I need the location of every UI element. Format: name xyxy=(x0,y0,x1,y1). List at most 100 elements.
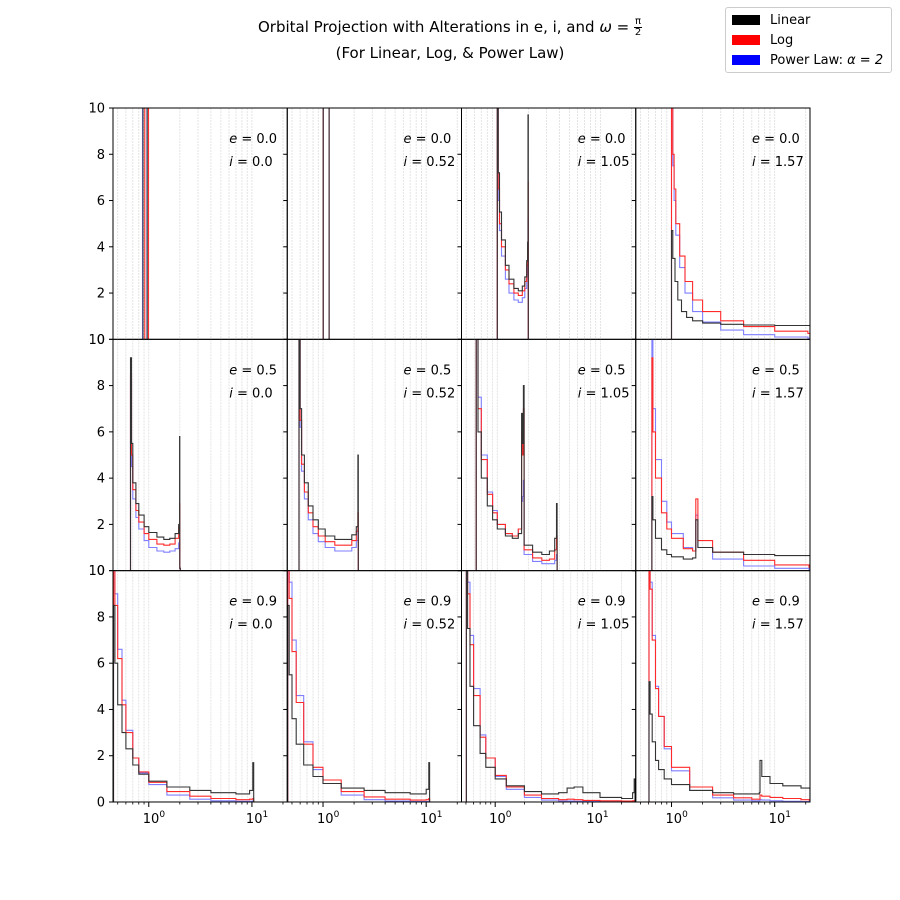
panel-2-0-label-i-symbol: i xyxy=(229,618,233,633)
panel-2-1-xtick-exponent: 1 xyxy=(437,810,443,820)
panel-1-3-series-power xyxy=(651,339,810,571)
panel-1-3-series-linear xyxy=(651,496,810,571)
panel-1-0-label-e: e = 0.5 xyxy=(229,363,277,378)
panel-0-0-ytick-label: 10 xyxy=(88,102,105,117)
panel-2-2-xtick-exponent: 0 xyxy=(506,810,512,820)
panel-2-3-label-e-symbol: e xyxy=(752,595,760,610)
panel-2-2-label-e-value: = 0.9 xyxy=(586,595,626,610)
legend-label-log: Log xyxy=(770,32,794,48)
panel-0-0-label-e: e = 0.0 xyxy=(229,132,277,147)
panel-2-3-xtick-label: 101 xyxy=(769,810,791,827)
panel-0-3-label-e-symbol: e xyxy=(752,132,760,147)
panel-0-2-label-i-value: = 1.05 xyxy=(581,155,629,170)
panel-0-2-label-i-symbol: i xyxy=(578,155,582,170)
panel-1-0-series-log xyxy=(129,373,181,571)
panel-2-3-label-e: e = 0.9 xyxy=(752,595,800,610)
panel-0-0-label-i-symbol: i xyxy=(229,155,233,170)
panel-0-2-label-i: i = 1.05 xyxy=(578,155,630,170)
legend-label-alpha: α = 2 xyxy=(847,52,884,68)
panel-2-3-series-linear xyxy=(648,681,810,802)
panel-2-0-ytick-label: 0 xyxy=(97,795,105,810)
panel-1-3-label-e-symbol: e xyxy=(752,363,760,378)
legend-swatch-linear xyxy=(732,15,760,25)
panel-0-1-label-i-symbol: i xyxy=(404,155,408,170)
panel-1-0-series-linear xyxy=(129,357,181,571)
panel-1-3-label-i-symbol: i xyxy=(752,386,756,401)
panel-1-1-series-log xyxy=(298,339,359,571)
panel-1-1-label-e: e = 0.5 xyxy=(404,363,452,378)
panel-0-3-series-linear xyxy=(670,230,810,340)
panel-0-3-label-e: e = 0.0 xyxy=(752,132,800,147)
panel-1-2-series-log xyxy=(475,339,558,571)
panel-0-3-label-e-value: = 0.0 xyxy=(760,132,800,147)
panel-1-1-label-i: i = 0.52 xyxy=(404,386,456,401)
panel-2-2-label-e: e = 0.9 xyxy=(578,595,626,610)
panel-2-1-series-linear xyxy=(287,604,462,802)
panel-2-3-xtick-exponent: 1 xyxy=(785,810,791,820)
panel-2-1-xtick-label: 101 xyxy=(420,810,442,827)
omega-symbol: ω xyxy=(599,18,612,36)
panel-0-2-label-e-value: = 0.0 xyxy=(586,132,626,147)
legend: Linear Log Power Law: α = 2 xyxy=(725,7,892,73)
panel-0-0-ytick-label: 6 xyxy=(97,194,105,209)
panel-2-1-xtick-exponent: 0 xyxy=(334,810,340,820)
panel-1-2-label-e: e = 0.5 xyxy=(578,363,626,378)
panel-1-0-ytick-label: 6 xyxy=(97,425,105,440)
panel-1-0-ytick-label: 8 xyxy=(97,379,105,394)
panel-2-0-ytick-label: 4 xyxy=(97,703,105,718)
panel-0-0-label-i-value: = 0.0 xyxy=(233,155,273,170)
panel-2-1-label-i-symbol: i xyxy=(404,618,408,633)
legend-label-power-law: Power Law: xyxy=(770,52,848,68)
panel-2-0-label-e: e = 0.9 xyxy=(229,595,277,610)
panel-2-2-label-i: i = 1.05 xyxy=(578,618,630,633)
panel-2-3-series-log xyxy=(648,570,810,802)
panel-0-1-series-linear xyxy=(322,108,330,340)
panel-0-2-label-e: e = 0.0 xyxy=(578,132,626,147)
panel-1-0-series-power xyxy=(129,380,181,571)
panel-2-3-label-i-value: = 1.57 xyxy=(756,618,804,633)
panel-0-1-label-i: i = 0.52 xyxy=(404,155,456,170)
panel-2-3-label-i: i = 1.57 xyxy=(752,618,804,633)
panel-2-0-label-i: i = 0.0 xyxy=(229,618,272,633)
panel-1-0-ytick-label: 10 xyxy=(88,333,105,348)
panel-2-2-xtick-label: 100 xyxy=(489,810,512,827)
panel-1-2-label-e-value: = 0.5 xyxy=(586,363,626,378)
panel-2-1-label-e: e = 0.9 xyxy=(404,595,452,610)
panel-2-0-ytick-label: 8 xyxy=(97,610,105,625)
panel-2-2-series-log xyxy=(465,570,636,802)
panel-1-3-label-e-value: = 0.5 xyxy=(760,363,800,378)
panel-1-2-series-linear xyxy=(475,339,558,571)
panel-2-0-ytick-label: 6 xyxy=(97,657,105,672)
panel-0-0-label-i: i = 0.0 xyxy=(229,155,272,170)
panel-1-2-label-i-value: = 1.05 xyxy=(581,386,629,401)
panel-0-2-label-e-symbol: e xyxy=(578,132,586,147)
panel-0-3-label-i-value: = 1.57 xyxy=(756,155,804,170)
panel-2-1-label-i: i = 0.52 xyxy=(404,618,456,633)
panel-2-2-label-i-symbol: i xyxy=(578,618,582,633)
panel-1-1-label-e-value: = 0.5 xyxy=(412,363,452,378)
panel-0-2-series-linear xyxy=(496,108,529,340)
chart-subtitle: (For Linear, Log, & Power Law) xyxy=(335,44,565,62)
panel-0-0-ytick-label: 8 xyxy=(97,148,105,163)
legend-swatch-log xyxy=(732,35,760,45)
panel-1-3-series-log xyxy=(651,357,810,571)
panel-1-0-label-i: i = 0.0 xyxy=(229,386,272,401)
panel-0-0-ytick-label: 2 xyxy=(97,287,105,302)
panel-2-3-frame xyxy=(635,570,811,803)
panel-0-3-label-i: i = 1.57 xyxy=(752,155,804,170)
panel-2-3-xtick-exponent: 0 xyxy=(682,810,688,820)
panel-0-1-series-power xyxy=(322,108,330,340)
fraction-denominator: 2 xyxy=(634,27,642,38)
panel-2-0-xtick-exponent: 0 xyxy=(159,810,165,820)
panel-1-3-label-i: i = 1.57 xyxy=(752,386,804,401)
panel-2-2-label-i-value: = 1.05 xyxy=(581,618,629,633)
panel-2-2-xtick-label: 101 xyxy=(586,810,608,827)
panel-2-3-label-i-symbol: i xyxy=(752,618,756,633)
panel-2-2-xtick-exponent: 1 xyxy=(603,810,609,820)
legend-item-linear: Linear xyxy=(732,11,810,29)
panel-0-1-label-i-value: = 0.52 xyxy=(407,155,455,170)
panel-2-0-xtick-label: 100 xyxy=(143,810,166,827)
legend-label-linear: Linear xyxy=(770,12,811,28)
legend-item-log: Log xyxy=(732,31,793,49)
